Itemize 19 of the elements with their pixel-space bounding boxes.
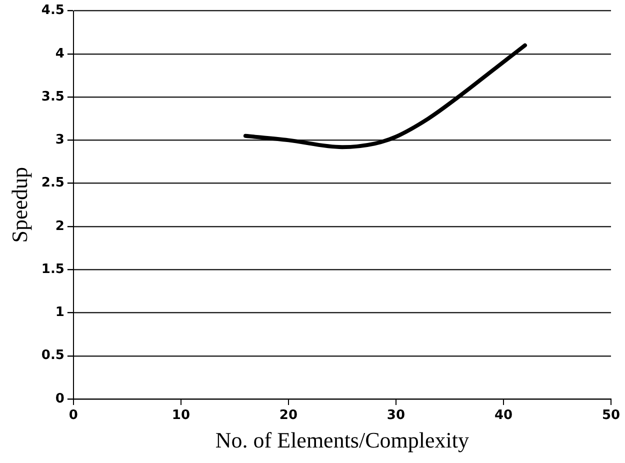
y-tick-label: 4.5 (41, 3, 64, 18)
y-tick-label: 0 (55, 391, 64, 406)
y-tick-label: 3.5 (41, 89, 64, 104)
y-tick-label: 1.5 (41, 262, 64, 277)
x-axis-title: No. of Elements/Complexity (215, 428, 470, 453)
y-tick-label: 2 (55, 218, 64, 234)
x-tick-label: 0 (68, 408, 78, 424)
x-tick-label: 20 (279, 408, 298, 424)
x-tick-label: 40 (494, 408, 513, 424)
y-axis-title: Speedup (6, 167, 32, 243)
y-tick-label: 3 (55, 132, 64, 148)
y-tick-label: 4 (55, 46, 64, 62)
line-series (243, 43, 527, 150)
x-tick-label: 30 (386, 408, 406, 424)
y-tick-label: 0.5 (41, 348, 64, 364)
y-tick-label: 1 (55, 305, 64, 320)
x-tick-label: 50 (602, 408, 620, 424)
x-tick-label: 10 (172, 408, 190, 424)
y-tick-label: 2.5 (41, 176, 64, 191)
